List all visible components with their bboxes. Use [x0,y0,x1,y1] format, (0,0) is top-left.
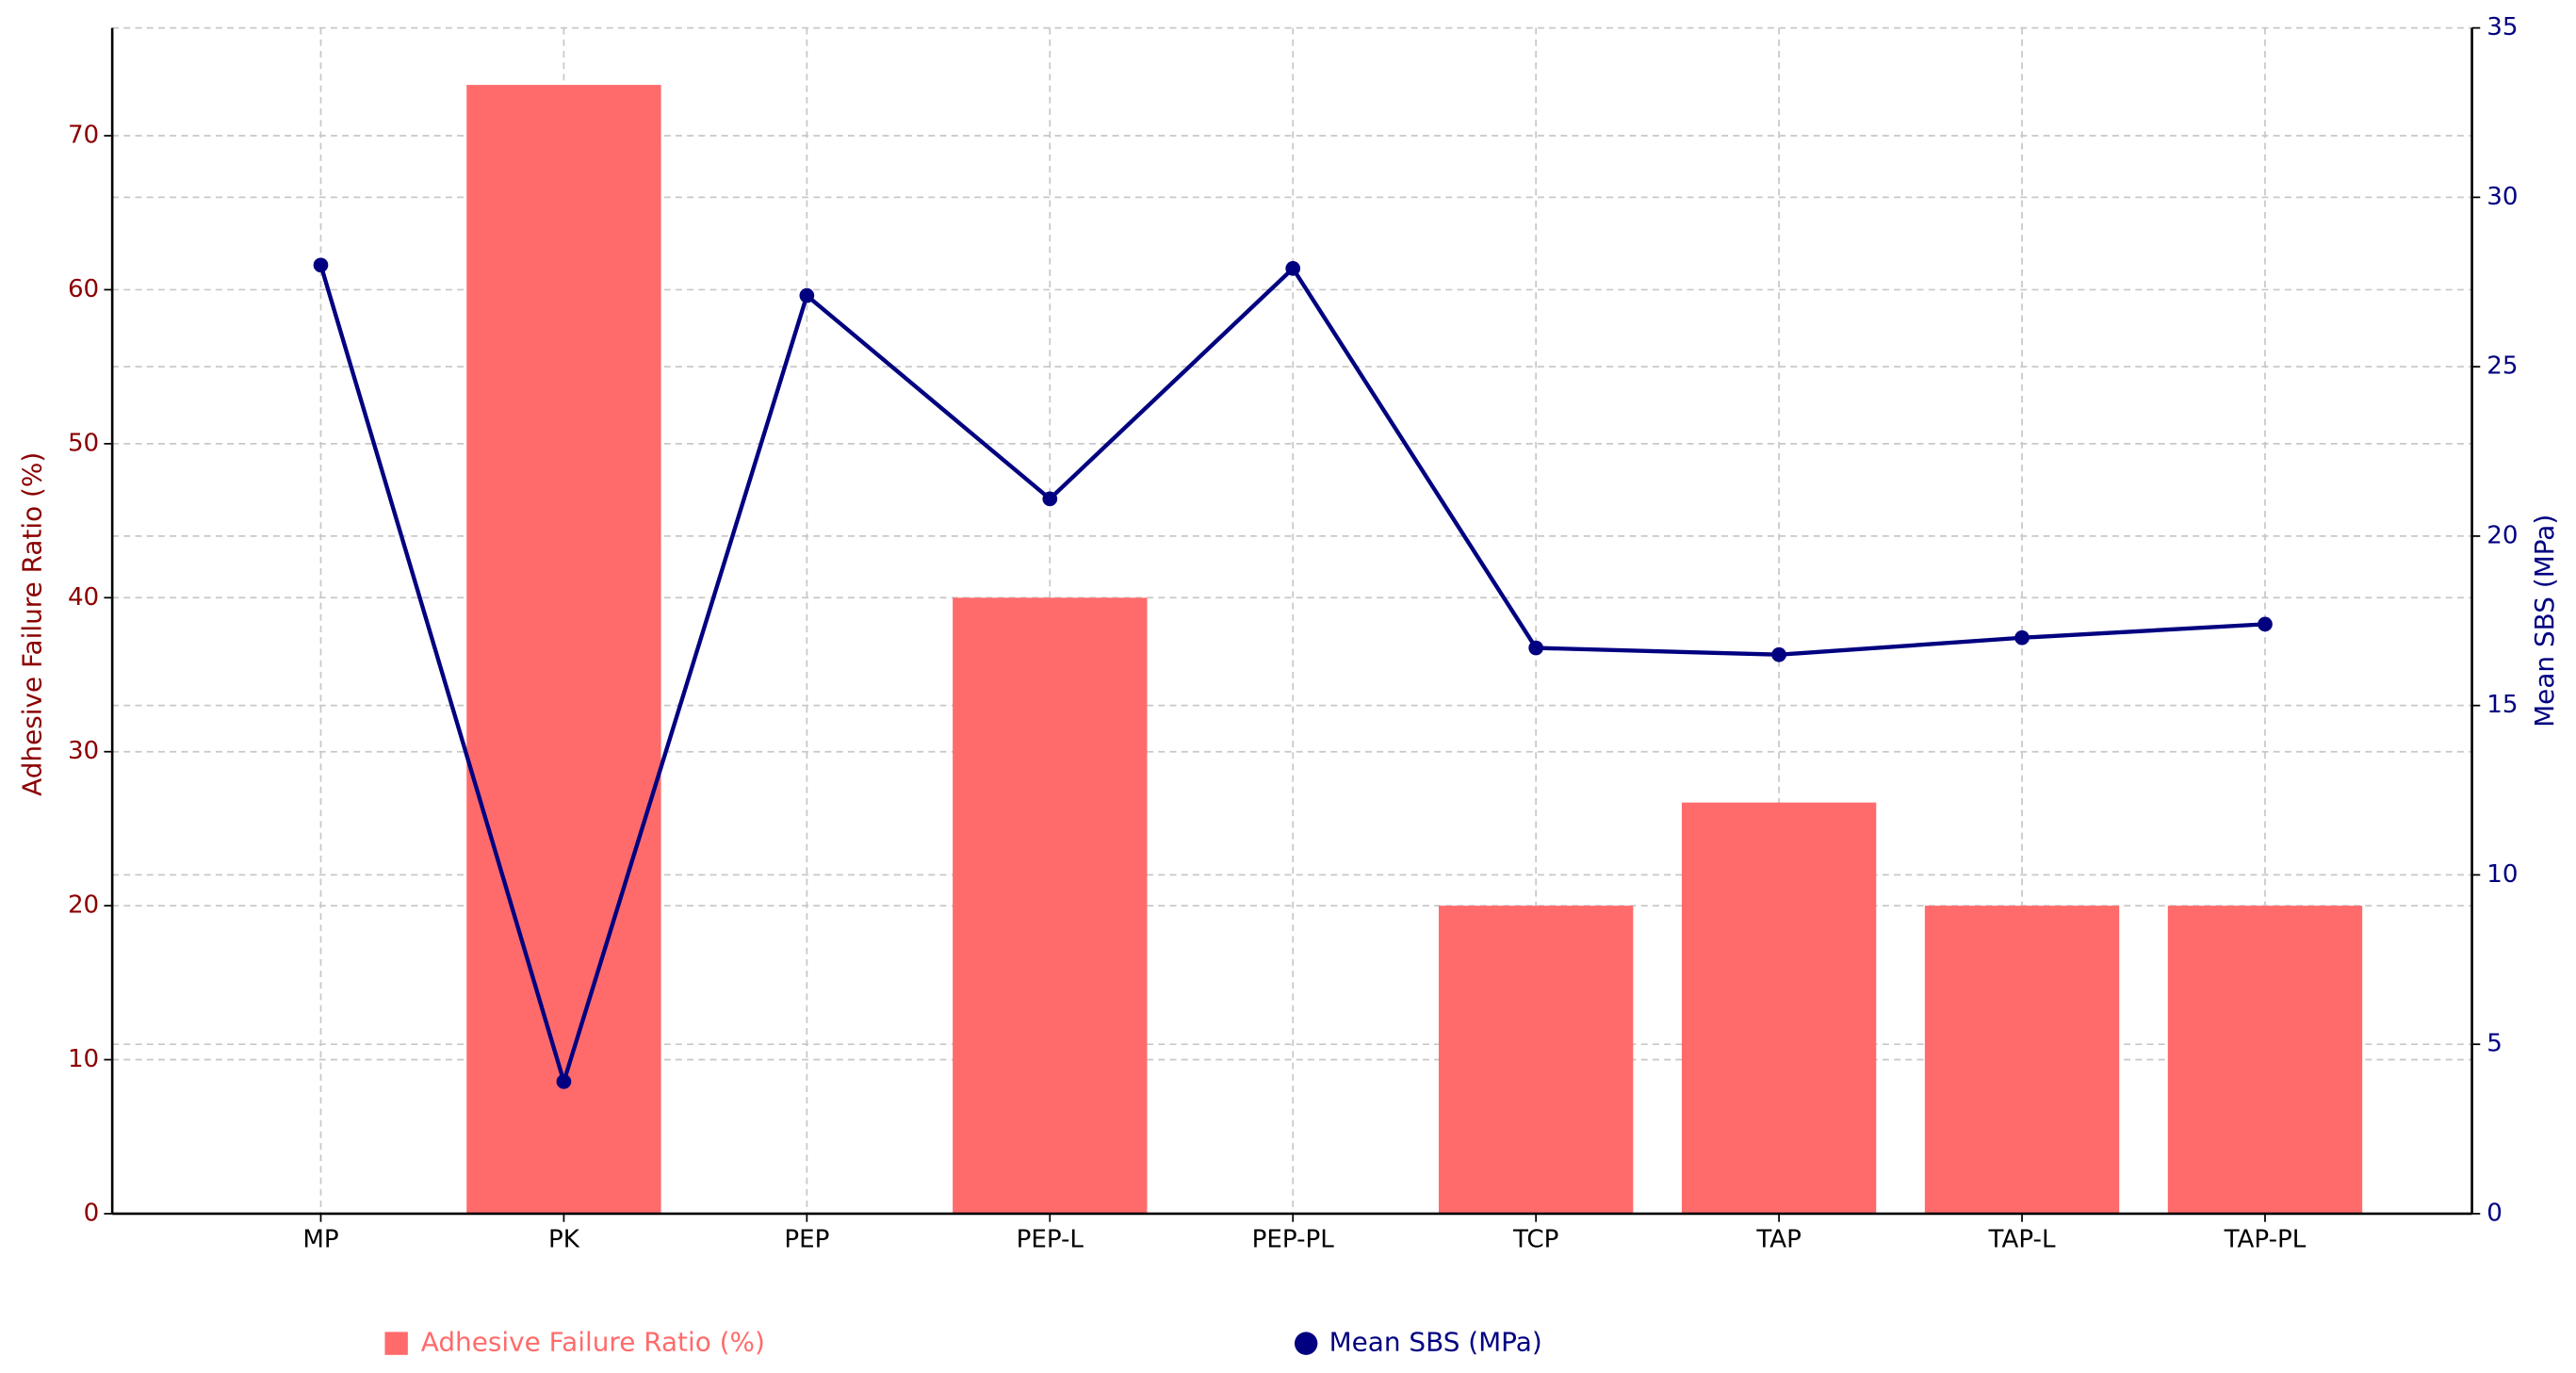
x-tick-label: MP [302,1225,338,1253]
y-tick-label: 50 [68,429,99,457]
y2-axis-label: Mean SBS (MPa) [2529,515,2560,727]
y2-tick-label: 5 [2486,1030,2503,1058]
legend-swatch [1294,1332,1318,1355]
marker [799,287,815,303]
x-tick-label: PEP-L [1017,1225,1084,1253]
y2-tick-label: 0 [2486,1199,2503,1227]
marker [1528,640,1544,656]
x-tick-label: PEP-PL [1252,1225,1335,1253]
y2-tick-label: 20 [2486,521,2518,549]
y-tick-label: 30 [68,737,99,765]
marker [1771,646,1786,662]
x-tick-label: TAP-L [1988,1225,2056,1253]
y-tick-label: 70 [68,122,99,150]
marker [1042,491,1058,507]
marker [2258,616,2273,632]
y2-tick-label: 25 [2486,352,2518,381]
y-tick-label: 0 [84,1199,100,1227]
bar [1681,802,1877,1214]
bar [1924,906,2120,1214]
x-tick-label: PEP [784,1225,829,1253]
y2-tick-label: 15 [2486,691,2518,719]
bar [466,85,661,1214]
y-tick-label: 40 [68,583,99,612]
x-tick-label: TAP [1755,1225,1802,1253]
bar [2167,906,2363,1214]
x-tick-label: TCP [1512,1225,1558,1253]
y-tick-label: 60 [68,275,99,303]
bar [1438,906,1634,1214]
y-axis-label: Adhesive Failure Ratio (%) [16,452,47,796]
marker [2014,629,2030,646]
y2-tick-label: 35 [2486,13,2518,41]
legend-label: Mean SBS (MPa) [1329,1327,1542,1358]
marker [313,257,329,273]
y2-tick-label: 30 [2486,183,2518,211]
y-tick-label: 20 [68,891,99,920]
y2-tick-label: 10 [2486,860,2518,889]
legend-swatch [384,1332,408,1355]
legend-label: Adhesive Failure Ratio (%) [421,1327,765,1358]
bar [953,597,1148,1214]
x-tick-label: PK [548,1225,580,1253]
x-tick-label: TAP-PL [2224,1225,2307,1253]
marker [556,1073,572,1089]
marker [1285,261,1301,276]
y-tick-label: 10 [68,1045,99,1073]
